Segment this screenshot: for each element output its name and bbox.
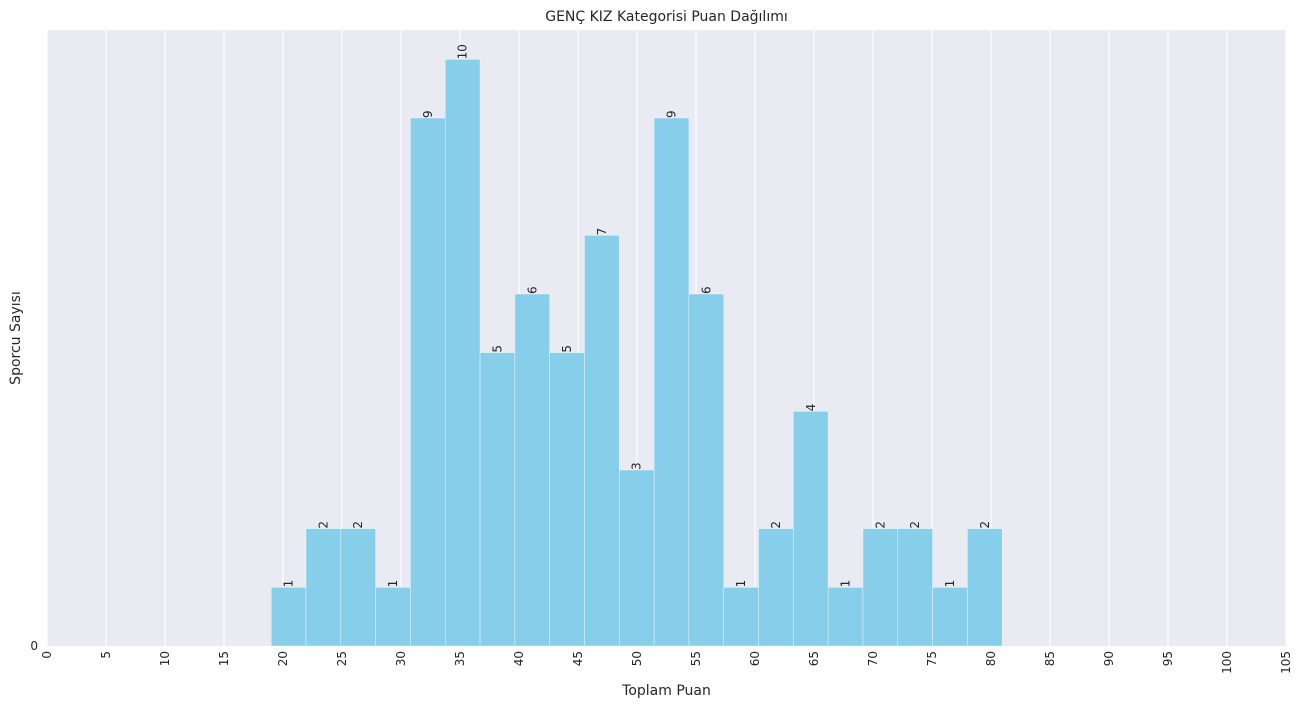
x-tick-label: 45 — [571, 651, 585, 666]
histogram-bar — [514, 293, 550, 647]
bar-value-label: 1 — [282, 580, 296, 588]
histogram-bar — [827, 587, 864, 647]
x-tick-label: 50 — [630, 651, 644, 666]
bars — [270, 59, 1003, 647]
x-tick-label: 90 — [1102, 651, 1116, 666]
bar-value-label: 5 — [560, 345, 574, 353]
x-tick-label: 20 — [276, 651, 290, 666]
x-tick-label: 5 — [99, 651, 113, 659]
x-tick-label: 105 — [1279, 651, 1293, 674]
bar-value-label: 2 — [316, 521, 330, 529]
histogram-bar — [340, 528, 376, 647]
bar-value-label: 1 — [839, 580, 853, 588]
histogram-bar — [270, 587, 307, 647]
bar-value-label: 9 — [665, 110, 679, 118]
bar-value-label: 9 — [421, 110, 435, 118]
bar-labels: 1 2 2 1 9 10 5 6 5 7 3 9 6 1 2 4 1 2 2 1 2 — [282, 44, 992, 587]
x-tick-label: 15 — [217, 651, 231, 666]
bar-value-label: 2 — [769, 521, 783, 529]
x-axis-ticks: 0 5 10 15 20 25 30 35 40 45 50 55 60 65 70 75 80 85 90 95 10… — [40, 651, 1293, 674]
histogram-bar — [549, 352, 585, 647]
chart-title: GENÇ KIZ Kategorisi Puan Dağılımı — [545, 9, 788, 25]
bar-value-label: 6 — [525, 286, 539, 294]
x-tick-label: 25 — [335, 651, 349, 666]
histogram-bar — [584, 235, 620, 647]
bar-value-label: 10 — [456, 44, 470, 59]
x-tick-label: 40 — [512, 651, 526, 666]
histogram-bar — [305, 528, 342, 647]
bar-value-label: 6 — [699, 286, 713, 294]
histogram-bar — [793, 411, 829, 647]
x-tick-label: 60 — [748, 651, 762, 666]
histogram-bar — [410, 117, 446, 647]
x-tick-label: 85 — [1043, 651, 1057, 666]
y-tick-label: 0 — [30, 639, 38, 653]
y-axis-ticks: 0 — [30, 639, 38, 653]
bar-value-label: 2 — [873, 521, 887, 529]
x-tick-label: 35 — [453, 651, 467, 666]
x-tick-label: 0 — [40, 651, 54, 659]
histogram-bar — [758, 528, 794, 647]
histogram-bar — [723, 587, 759, 647]
histogram-bar — [932, 587, 968, 647]
bar-value-label: 2 — [978, 521, 992, 529]
bar-value-label: 1 — [943, 580, 957, 588]
x-tick-label: 55 — [689, 651, 703, 666]
histogram-bar — [444, 59, 481, 647]
histogram-bar — [967, 528, 1003, 647]
x-tick-label: 95 — [1161, 651, 1175, 666]
bar-value-label: 1 — [734, 580, 748, 588]
x-tick-label: 70 — [866, 651, 880, 666]
histogram-bar — [862, 528, 899, 647]
bar-value-label: 7 — [595, 228, 609, 236]
x-tick-label: 65 — [807, 651, 821, 666]
histogram-bar — [688, 293, 725, 647]
bar-value-label: 3 — [630, 462, 644, 470]
bar-value-label: 2 — [908, 521, 922, 529]
y-axis-label: Sporcu Sayısı — [8, 291, 24, 385]
x-tick-label: 80 — [984, 651, 998, 666]
histogram-bar — [618, 469, 655, 647]
x-tick-label: 75 — [925, 651, 939, 666]
x-axis-label: Toplam Puan — [621, 683, 711, 699]
histogram-bar — [375, 587, 411, 647]
bar-value-label: 4 — [804, 404, 818, 412]
bar-value-label: 2 — [351, 521, 365, 529]
histogram-bar — [653, 117, 690, 647]
bar-value-label: 1 — [386, 580, 400, 588]
x-tick-label: 100 — [1220, 651, 1234, 674]
x-tick-label: 10 — [158, 651, 172, 666]
histogram-bar — [897, 528, 933, 647]
histogram-bar — [479, 352, 516, 647]
x-tick-label: 30 — [394, 651, 408, 666]
bar-value-label: 5 — [490, 345, 504, 353]
